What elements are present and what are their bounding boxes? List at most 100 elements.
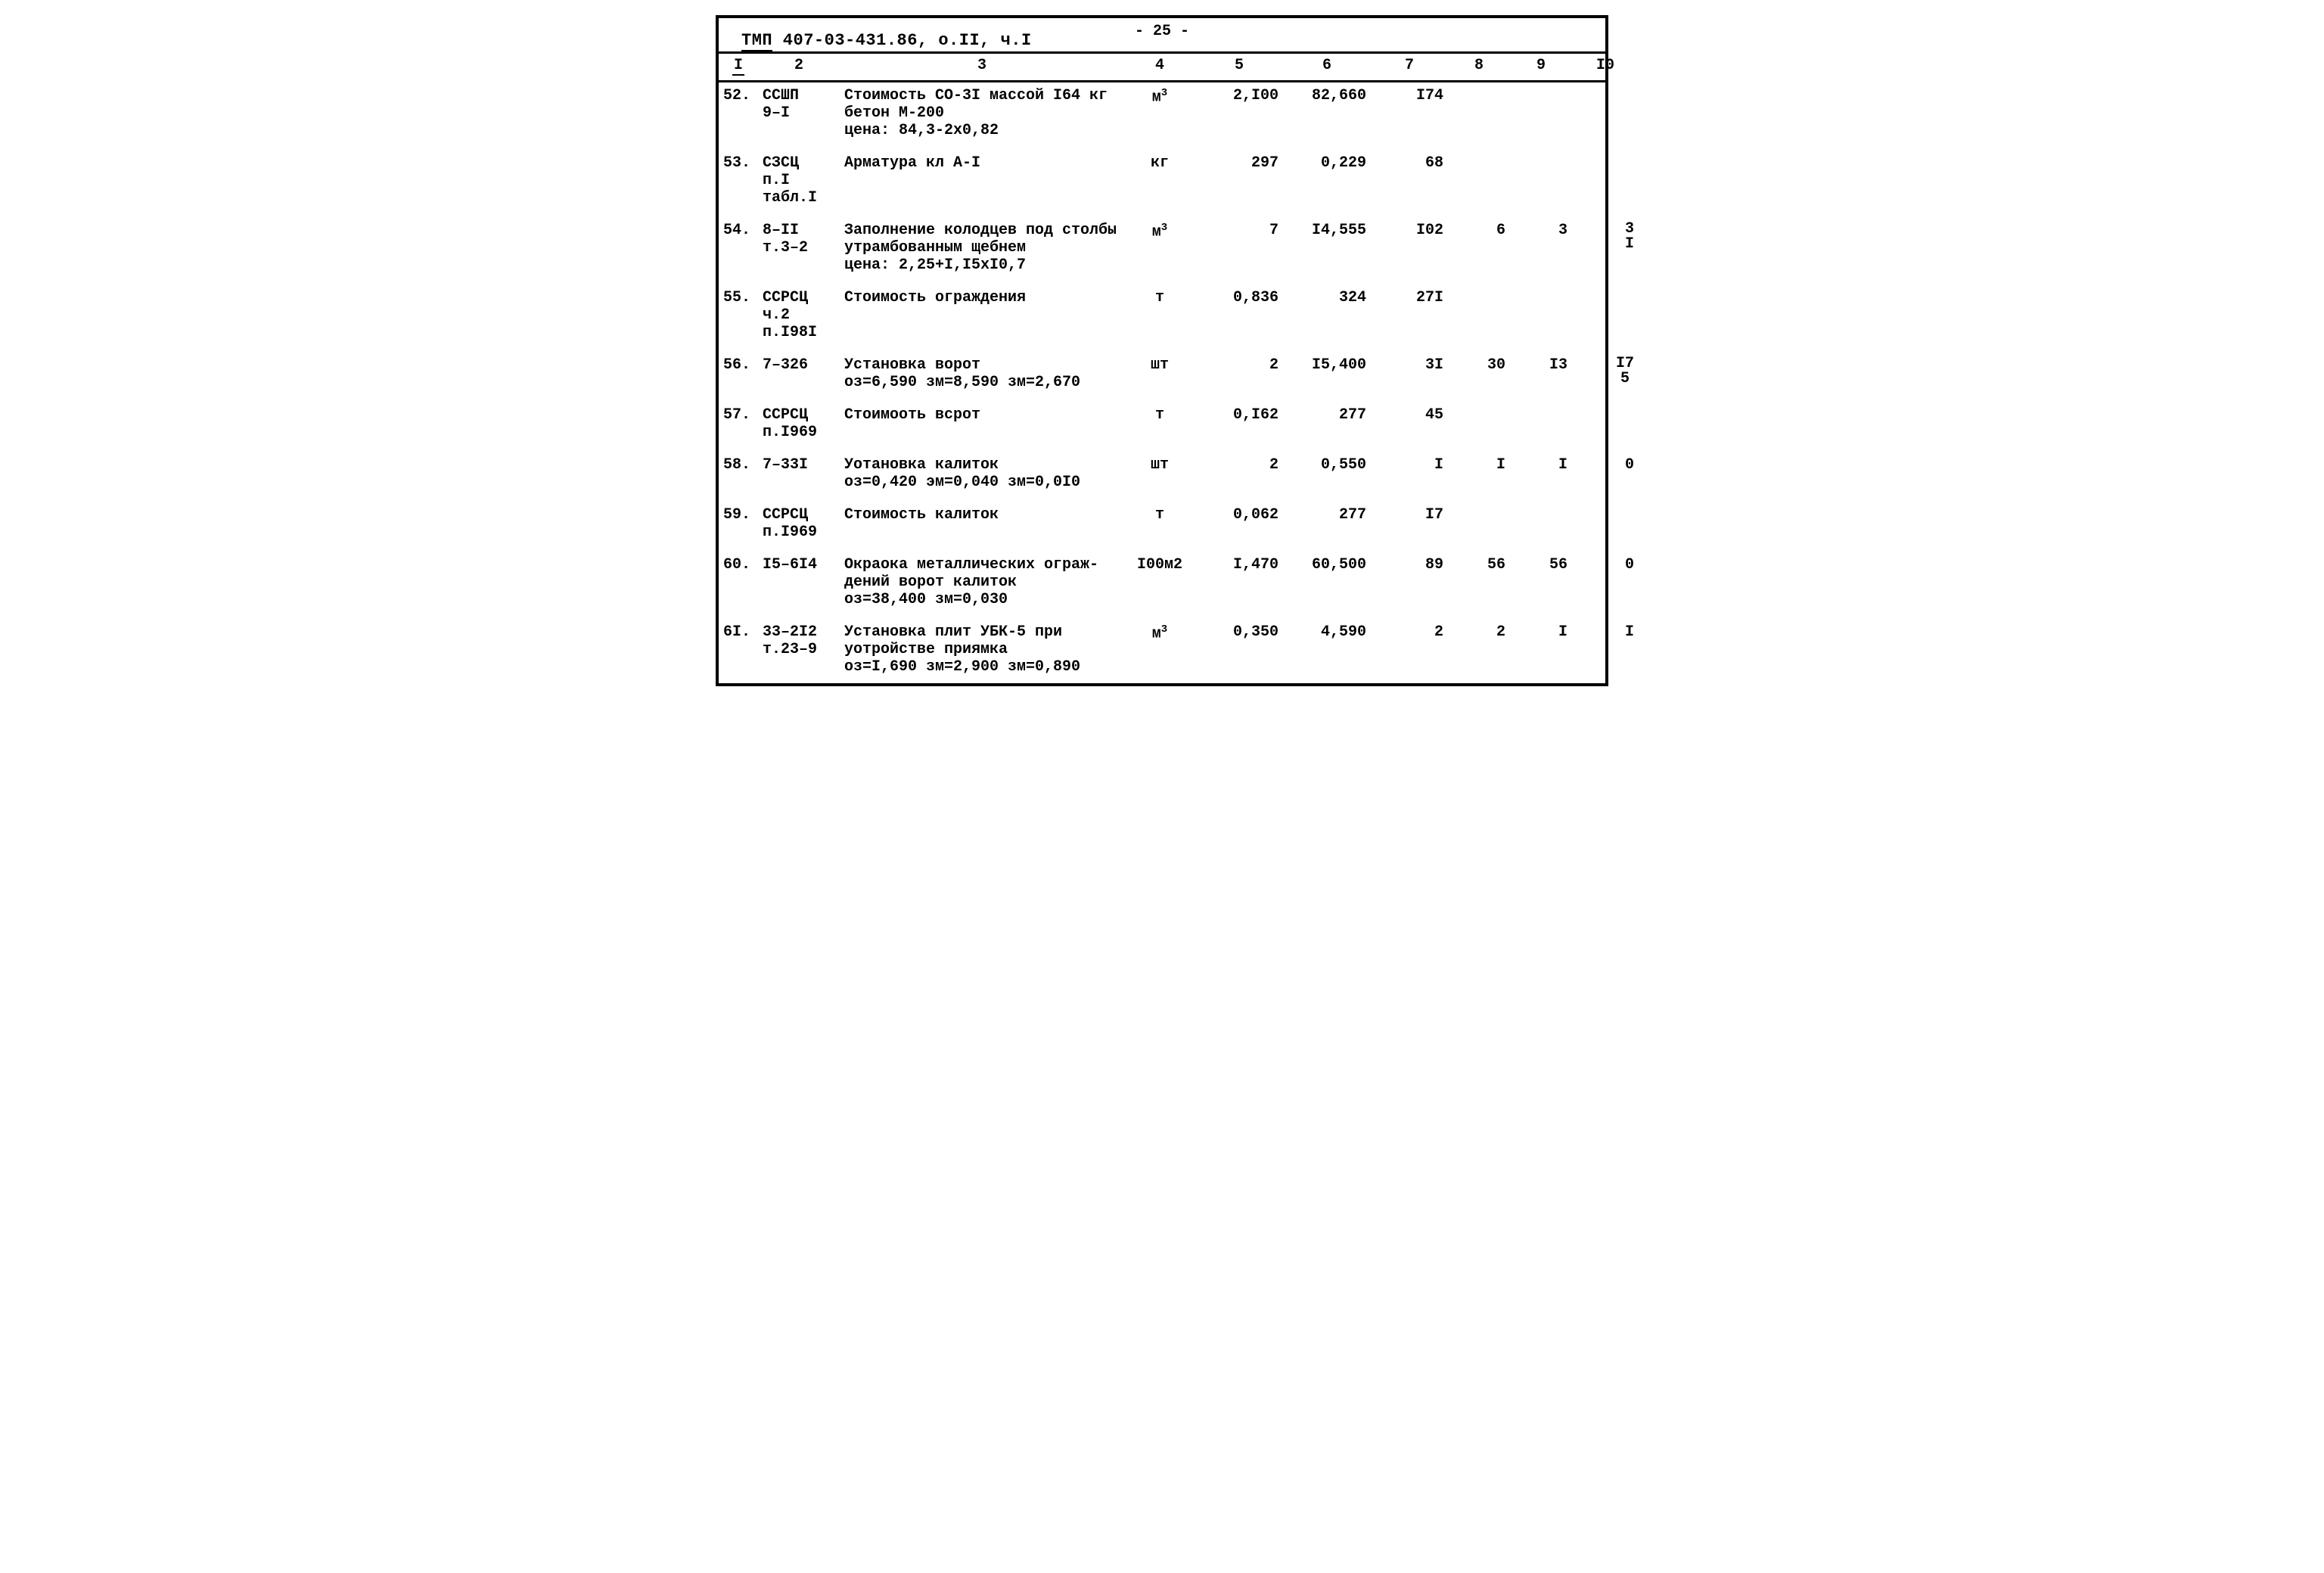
header-region: ТМП 407-03-431.86, о.II, ч.I - 25 - [719, 18, 1605, 54]
row-c10 [1572, 391, 1639, 441]
row-unit: т [1124, 491, 1195, 541]
row-c7: 27I [1371, 274, 1448, 341]
row-c7: 45 [1371, 391, 1448, 441]
row-number: 60. [719, 541, 758, 608]
col-head-3: 3 [840, 57, 1124, 76]
row-c10: I75 [1572, 341, 1639, 391]
row-c7: 89 [1371, 541, 1448, 608]
table-row: 59.ССРСЦп.I969Стоимость калитокт0,062277… [719, 491, 1639, 541]
row-c6: I5,400 [1283, 341, 1371, 391]
col-head-5: 5 [1195, 57, 1283, 76]
row-c6: 324 [1283, 274, 1371, 341]
row-c7: 2 [1371, 608, 1448, 676]
table-row: 57.ССРСЦп.I969Стоимооть всротт0,I6227745 [719, 391, 1639, 441]
row-c8 [1448, 391, 1510, 441]
row-c6: 0,229 [1283, 139, 1371, 207]
row-c8: I [1448, 441, 1510, 491]
row-c9 [1510, 274, 1572, 341]
row-c6: 277 [1283, 491, 1371, 541]
row-c10: 3I [1572, 207, 1639, 274]
row-number: 55. [719, 274, 758, 341]
row-c8: 56 [1448, 541, 1510, 608]
row-c7: 3I [1371, 341, 1448, 391]
row-description: Стоимость ограждения [840, 274, 1124, 341]
row-c9: I [1510, 608, 1572, 676]
row-c9: I3 [1510, 341, 1572, 391]
row-c8 [1448, 87, 1510, 139]
row-c8 [1448, 139, 1510, 207]
table-row: 53.СЗСЦп.Iтабл.IАрматура кл А-Iкг2970,22… [719, 139, 1639, 207]
row-c8: 6 [1448, 207, 1510, 274]
row-number: 54. [719, 207, 758, 274]
col-head-7: 7 [1371, 57, 1448, 76]
table-row: 56.7–326Установка воротоз=6,590 зм=8,590… [719, 341, 1639, 391]
row-c7: I7 [1371, 491, 1448, 541]
row-description: Стоимость калиток [840, 491, 1124, 541]
document-sheet: ТМП 407-03-431.86, о.II, ч.I - 25 - I 2 … [716, 15, 1608, 686]
row-unit: м3 [1124, 207, 1195, 274]
row-c7: I [1371, 441, 1448, 491]
row-code: 7–326 [758, 341, 840, 391]
row-c7: I02 [1371, 207, 1448, 274]
row-description: Установка плит УБК-5 приуотройстве приям… [840, 608, 1124, 676]
row-c9 [1510, 139, 1572, 207]
row-c9: 56 [1510, 541, 1572, 608]
table-row: 58.7–33IУотановка калитокоз=0,420 эм=0,0… [719, 441, 1639, 491]
row-c5: 2 [1195, 341, 1283, 391]
row-c6: 82,660 [1283, 87, 1371, 139]
row-c8: 30 [1448, 341, 1510, 391]
row-code: ССШП9–I [758, 87, 840, 139]
row-c5: 297 [1195, 139, 1283, 207]
page-number: - 25 - [1135, 23, 1189, 40]
row-c6: 277 [1283, 391, 1371, 441]
table-row: 52.ССШП9–IСтоимость СО-3I массой I64 кгб… [719, 87, 1639, 139]
row-code: I5–6I4 [758, 541, 840, 608]
row-description: Уотановка калитокоз=0,420 эм=0,040 зм=0,… [840, 441, 1124, 491]
row-unit: т [1124, 391, 1195, 441]
row-c9 [1510, 491, 1572, 541]
row-code: ССРСЦч.2п.I98I [758, 274, 840, 341]
table-row: 55.ССРСЦч.2п.I98IСтоимость огражденият0,… [719, 274, 1639, 341]
row-c10: 0 [1572, 541, 1639, 608]
table-row: 6I.33–2I2т.23–9Установка плит УБК-5 приу… [719, 608, 1639, 676]
row-code: ССРСЦп.I969 [758, 491, 840, 541]
table-row: 54.8–IIт.3–2Заполнение колодцев под стол… [719, 207, 1639, 274]
col-head-4: 4 [1124, 57, 1195, 76]
row-description: Стоимооть всрот [840, 391, 1124, 441]
row-c5: 7 [1195, 207, 1283, 274]
row-c10: I [1572, 608, 1639, 676]
col-head-8: 8 [1448, 57, 1510, 76]
row-c8 [1448, 491, 1510, 541]
row-description: Арматура кл А-I [840, 139, 1124, 207]
table-body: 52.ССШП9–IСтоимость СО-3I массой I64 кгб… [719, 82, 1605, 683]
row-description: Окраока металлических ограж-дений ворот … [840, 541, 1124, 608]
row-c5: I,470 [1195, 541, 1283, 608]
row-number: 52. [719, 87, 758, 139]
row-c6: 60,500 [1283, 541, 1371, 608]
row-c6: I4,555 [1283, 207, 1371, 274]
row-c8: 2 [1448, 608, 1510, 676]
row-code: 33–2I2т.23–9 [758, 608, 840, 676]
row-code: 7–33I [758, 441, 840, 491]
row-number: 53. [719, 139, 758, 207]
row-c9 [1510, 87, 1572, 139]
row-number: 57. [719, 391, 758, 441]
row-unit: шт [1124, 441, 1195, 491]
row-description: Заполнение колодцев под столбыутрамбован… [840, 207, 1124, 274]
col-head-6: 6 [1283, 57, 1371, 76]
doc-code: ТМП 407-03-431.86, о.II, ч.I [741, 31, 1032, 50]
row-c9: I [1510, 441, 1572, 491]
row-description: Установка воротоз=6,590 зм=8,590 зм=2,67… [840, 341, 1124, 391]
col-head-2: 2 [758, 57, 840, 76]
row-c8 [1448, 274, 1510, 341]
row-c5: 0,062 [1195, 491, 1283, 541]
row-unit: I00м2 [1124, 541, 1195, 608]
row-number: 56. [719, 341, 758, 391]
row-c9: 3 [1510, 207, 1572, 274]
row-c10 [1572, 491, 1639, 541]
row-code: ССРСЦп.I969 [758, 391, 840, 441]
row-c5: 2,I00 [1195, 87, 1283, 139]
row-c9 [1510, 391, 1572, 441]
row-c7: I74 [1371, 87, 1448, 139]
row-unit: шт [1124, 341, 1195, 391]
